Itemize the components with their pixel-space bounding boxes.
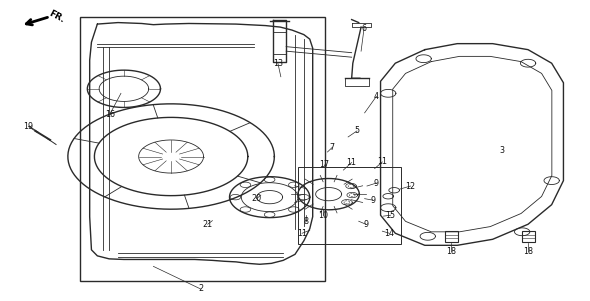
FancyBboxPatch shape [522, 231, 535, 242]
Text: 12: 12 [405, 182, 416, 191]
Text: 11: 11 [347, 158, 356, 167]
Text: 7: 7 [330, 143, 335, 152]
Text: 2: 2 [198, 284, 203, 293]
Text: 14: 14 [385, 229, 394, 238]
Bar [298, 167, 401, 244]
Text: 9: 9 [371, 196, 375, 205]
Text: 3: 3 [499, 146, 504, 155]
Text: 10: 10 [319, 211, 328, 220]
Text: 18: 18 [523, 247, 533, 256]
Text: 11: 11 [297, 229, 307, 238]
Text: 19: 19 [23, 122, 34, 131]
Text: 8: 8 [303, 217, 308, 226]
Text: 17: 17 [319, 160, 330, 169]
Text: 18: 18 [447, 247, 456, 256]
Text: 21: 21 [202, 220, 213, 229]
Text: 16: 16 [105, 110, 114, 119]
Text: 6: 6 [362, 24, 366, 33]
Text: 4: 4 [374, 92, 379, 101]
Text: FR.: FR. [47, 8, 66, 24]
Bar [80, 17, 324, 281]
FancyBboxPatch shape [445, 231, 458, 242]
Text: 5: 5 [355, 126, 359, 135]
Text: 15: 15 [385, 211, 396, 220]
Text: 9: 9 [374, 178, 379, 188]
Text: 9: 9 [363, 220, 368, 229]
Text: 13: 13 [273, 59, 283, 68]
Text: 20: 20 [251, 194, 262, 203]
Text: 11: 11 [378, 157, 387, 166]
